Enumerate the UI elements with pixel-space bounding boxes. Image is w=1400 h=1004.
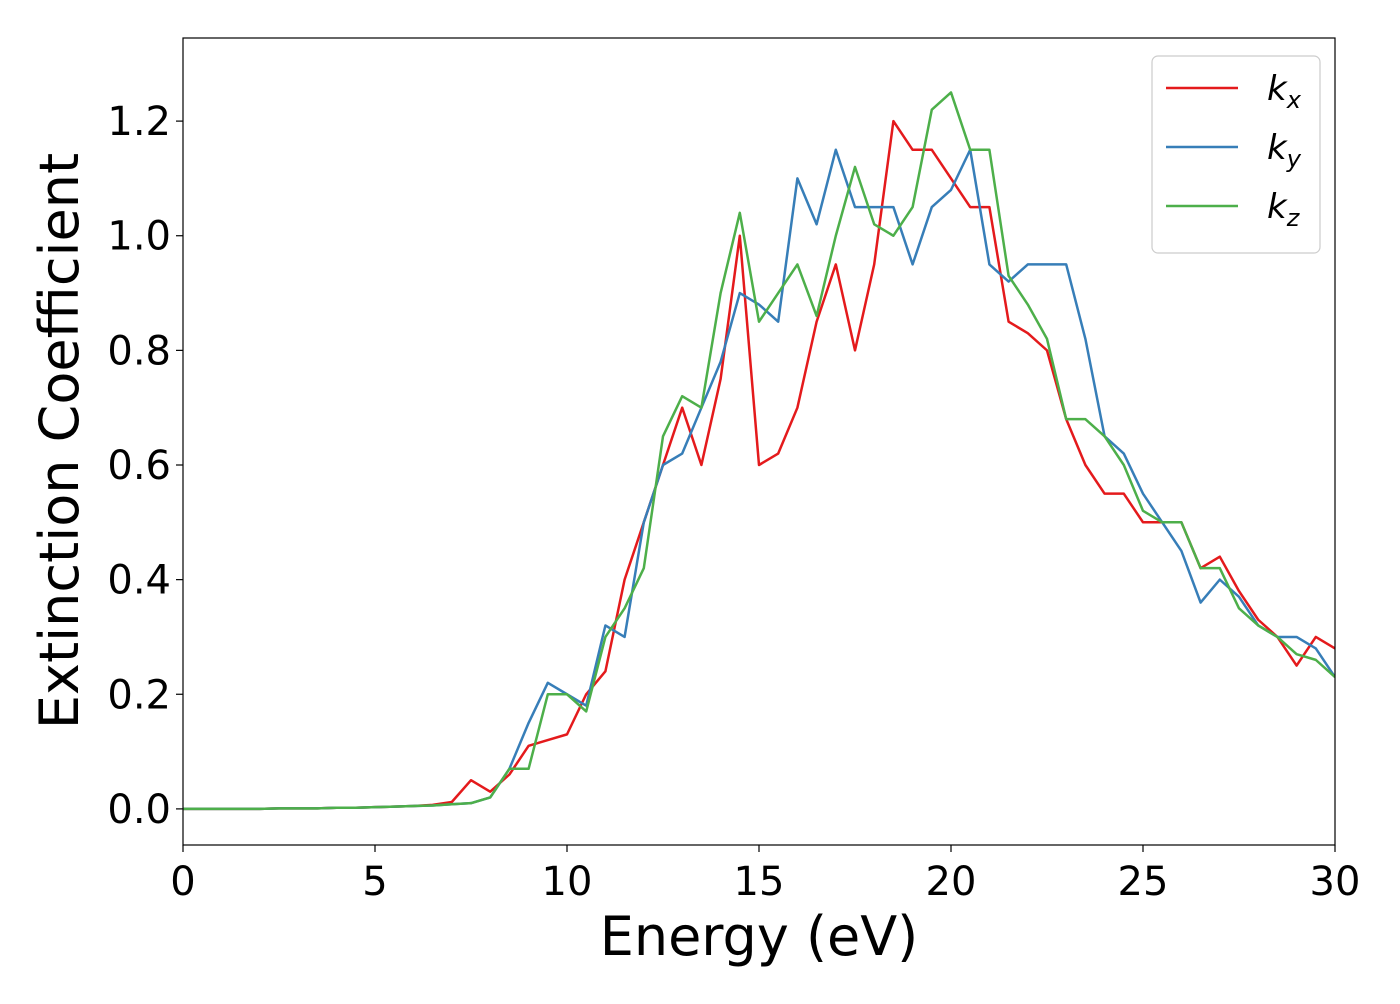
x-tick-label: 20	[926, 859, 977, 905]
y-tick-label: 0.0	[107, 787, 171, 833]
x-tick-label: 15	[734, 859, 785, 905]
legend-label: kz	[1267, 187, 1301, 232]
y-axis-label: Extinction Coefficient	[28, 153, 91, 729]
x-tick-label: 5	[362, 859, 387, 905]
x-tick-label: 0	[170, 859, 195, 905]
data-line	[183, 91, 1335, 811]
legend-label: ky	[1267, 128, 1302, 173]
x-tick-label: 30	[1310, 859, 1361, 905]
y-tick-label: 0.8	[107, 328, 171, 374]
x-axis-label: Energy (eV)	[600, 905, 919, 968]
x-tick-label: 25	[1118, 859, 1169, 905]
y-tick-label: 1.0	[107, 214, 171, 260]
legend-box	[1151, 55, 1321, 254]
plot-frame	[182, 37, 1336, 846]
y-tick-label: 0.4	[107, 558, 171, 604]
y-tick-label: 1.2	[107, 99, 171, 145]
x-tick-label: 10	[542, 859, 593, 905]
legend-label: kx	[1267, 69, 1302, 114]
y-tick-label: 0.2	[107, 672, 171, 718]
legend: kx ky kz	[1151, 55, 1321, 254]
y-tick-label: 0.6	[107, 443, 171, 489]
